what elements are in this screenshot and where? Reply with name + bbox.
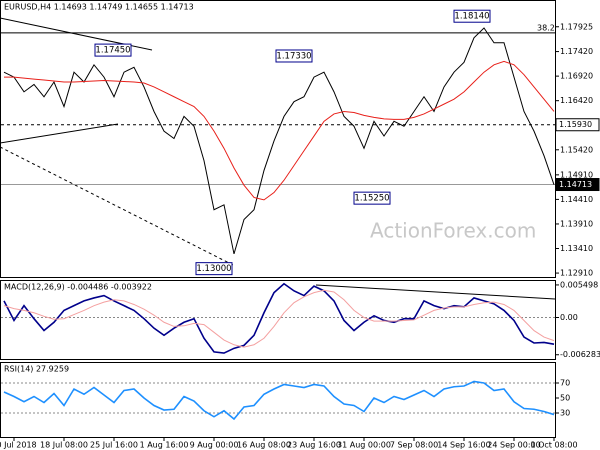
price-marker-box (555, 178, 600, 192)
rsi-panel (0, 362, 556, 438)
price-marker-label: 1.14713 (559, 180, 592, 189)
price-marker-label: 1.15930 (559, 120, 592, 129)
price-panel (0, 0, 556, 278)
x-tick-label: 9 Aug 00:00 (190, 441, 239, 450)
macd-panel (0, 280, 556, 360)
y-tick-label: 1.17420 (560, 47, 593, 56)
y-tick-label: 1.14410 (560, 195, 593, 204)
y-tick-label: 1.13410 (560, 244, 593, 253)
watermark: ActionForex.com (370, 219, 536, 243)
annotation-box (453, 9, 491, 23)
x-tick-label: 7 Sep 08:00 (390, 441, 438, 450)
y-tick-label: 0.005498 (560, 280, 598, 289)
annotation-box (94, 43, 132, 57)
series-line (3, 27, 555, 255)
y-tick-label: -0.006283 (560, 350, 600, 359)
y-tick-label: 0.00 (560, 313, 578, 322)
price-marker-box (555, 118, 600, 132)
x-tick-label: 23 Aug 16:00 (287, 441, 341, 450)
series-line (4, 60, 555, 201)
annotation: 1.15250 (354, 194, 389, 204)
panel-title: EURUSD,H4 1.14693 1.14749 1.14655 1.1471… (4, 3, 194, 12)
x-tick-label: 14 Sep 16:00 (437, 441, 490, 450)
series-line (3, 289, 555, 348)
y-tick-label: 1.17925 (560, 22, 593, 31)
annotation: 1.17330 (276, 51, 311, 61)
x-tick-label: 16 Aug 08:00 (237, 441, 291, 450)
y-tick-label: 1.16420 (560, 96, 593, 105)
y-tick-label: 50 (560, 394, 570, 403)
y-tick-label: 1.16920 (560, 72, 593, 81)
trend-line (315, 284, 556, 300)
fib-label: 38.2 (537, 23, 555, 32)
x-tick-label: 25 Jul 16:00 (90, 441, 138, 450)
y-tick-label: 1.15420 (560, 145, 593, 154)
y-tick-label: 1.14910 (560, 170, 593, 179)
annotation-box (353, 191, 391, 205)
trend-line (0, 146, 234, 266)
panel-title: RSI(14) 27.9259 (4, 365, 69, 374)
x-tick-label: 24 Sep 00:00 (487, 441, 540, 450)
x-tick-label: 10 Jul 2018 (0, 441, 37, 450)
annotation: 1.17450 (95, 46, 130, 56)
annotation: 1.18140 (454, 12, 489, 22)
y-tick-label: 1.12910 (560, 269, 593, 278)
trend-line (0, 123, 119, 144)
annotation: 1.13000 (196, 264, 231, 274)
y-tick-label: 70 (560, 379, 570, 388)
x-tick-label: 1 Oct 08:00 (530, 441, 577, 450)
x-tick-label: 1 Aug 16:00 (140, 441, 189, 450)
annotation-box (275, 49, 313, 63)
y-tick-label: 1.13910 (560, 219, 593, 228)
panel-title: MACD(12,26,9) -0.004486 -0.003922 (4, 283, 152, 292)
annotation-box (195, 262, 233, 276)
series-line (3, 380, 555, 421)
x-tick-label: 18 Jul 08:00 (40, 441, 88, 450)
y-tick-label: 30 (560, 409, 570, 418)
x-tick-label: 31 Aug 00:00 (337, 441, 391, 450)
